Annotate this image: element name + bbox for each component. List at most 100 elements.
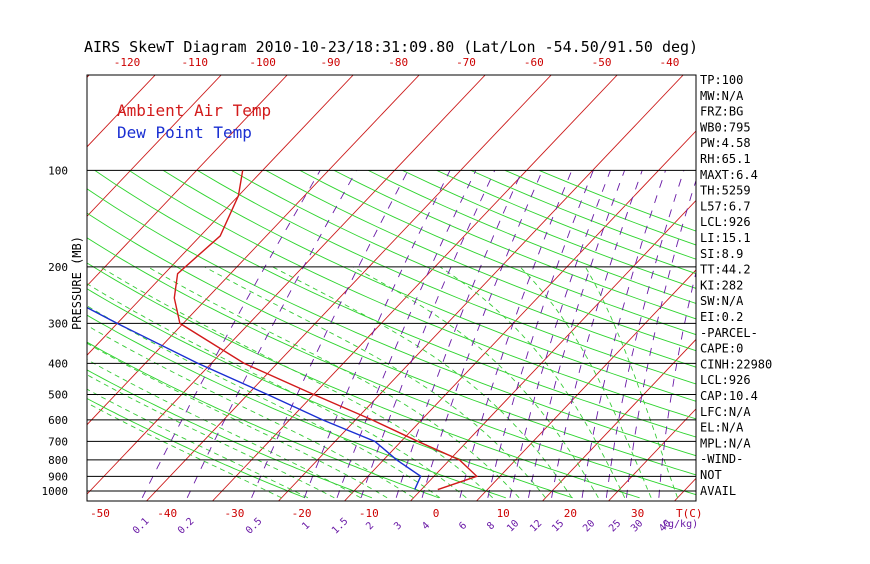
- mixing-ratio-line: [552, 170, 643, 497]
- bottom-temp-tick-label: -50: [90, 507, 110, 520]
- moist-adiabat-line: [585, 267, 677, 498]
- mixing-ratio-tick-label: 25: [607, 518, 623, 534]
- dry-adiabat-line: [471, 170, 870, 497]
- isobar-lines: [87, 170, 696, 491]
- mixing-ratio-tick-label: 1.5: [330, 516, 351, 537]
- mixing-ratio-tick-label: 6: [457, 520, 469, 532]
- index-entry: NOT: [700, 468, 722, 482]
- index-entry: TP:100: [700, 73, 743, 87]
- index-entry: AVAIL: [700, 484, 736, 498]
- mixing-ratio-line: [529, 170, 625, 497]
- dry-adiabat-line: [368, 170, 870, 497]
- pressure-tick-label: 500: [48, 389, 68, 402]
- pressure-tick-label: 1000: [42, 485, 69, 498]
- isotherm-line: [213, 75, 618, 501]
- mixing-ratio-tick-label: 10: [505, 518, 521, 534]
- mixing-ratio-tick-label: 15: [550, 518, 566, 534]
- dry-adiabat-line: [403, 170, 870, 497]
- mixing-ratio-line: [582, 170, 665, 497]
- index-entry: FRZ:BG: [700, 105, 743, 119]
- top-temp-tick-label: -40: [659, 56, 679, 69]
- mixing-ratio-tick-label: 0.1: [131, 516, 152, 537]
- pressure-tick-label: 400: [48, 357, 68, 370]
- top-temp-tick-label: -110: [182, 56, 209, 69]
- dry-adiabat-line: [300, 170, 870, 497]
- index-entry: LCL:926: [700, 215, 751, 229]
- top-temp-tick-label: -60: [524, 56, 544, 69]
- index-entry: LCL:926: [700, 373, 751, 387]
- mixing-ratio-tick-label: 0.2: [176, 516, 197, 537]
- isotherm-line: [345, 75, 750, 501]
- dry-adiabat-line: [163, 170, 870, 497]
- index-entry: CAP:10.4: [700, 389, 758, 403]
- pressure-tick-label: 800: [48, 454, 68, 467]
- dry-adiabat-line: [0, 170, 640, 497]
- mixing-ratio-unit-label: (g/kg): [662, 519, 698, 530]
- mixing-ratio-line: [422, 170, 542, 497]
- bottom-temp-tick-label: 30: [631, 507, 644, 520]
- dry-adiabat-line: [0, 170, 305, 497]
- moist-adiabat-lines: [0, 267, 677, 498]
- index-entry: SI:8.9: [700, 247, 743, 261]
- bottom-temp-tick-label: 20: [564, 507, 577, 520]
- bottom-temp-tick-label: -20: [292, 507, 312, 520]
- pressure-tick-label: 300: [48, 317, 68, 330]
- top-temp-tick-label: -120: [114, 56, 141, 69]
- pressure-tick-label: 900: [48, 470, 68, 483]
- index-entry: CAPE:0: [700, 342, 743, 356]
- top-temp-tick-label: -70: [456, 56, 476, 69]
- mixing-ratio-line: [460, 170, 572, 497]
- mixing-ratio-tick-label: 3: [392, 520, 404, 532]
- index-entry: MAXT:6.4: [700, 168, 758, 182]
- pressure-tick-label: 600: [48, 414, 68, 427]
- index-entry: PW:4.58: [700, 136, 751, 150]
- pressure-tick-label: 100: [48, 164, 68, 177]
- index-entry: KI:282: [700, 278, 743, 292]
- moist-adiabat-line: [60, 267, 466, 498]
- dry-adiabat-line: [0, 170, 506, 497]
- index-entry: SW:N/A: [700, 294, 744, 308]
- dry-adiabat-line: [0, 170, 439, 497]
- legend-dew-point-temp: Dew Point Temp: [117, 123, 252, 142]
- isotherm-line: [279, 75, 684, 501]
- bottom-temp-tick-label: 0: [433, 507, 440, 520]
- bottom-temp-tick-label: -30: [224, 507, 244, 520]
- mixing-ratio-tick-label: 4: [420, 520, 432, 532]
- isotherm-line: [741, 75, 870, 501]
- dry-adiabat-line: [0, 170, 372, 497]
- index-entry: CINH:22980: [700, 357, 772, 371]
- pressure-tick-label: 200: [48, 261, 68, 274]
- isotherm-line: [0, 75, 23, 501]
- index-entry: LFC:N/A: [700, 405, 751, 419]
- index-entry: TT:44.2: [700, 263, 751, 277]
- index-entry: -PARCEL-: [700, 326, 758, 340]
- mixing-ratio-tick-label: 12: [528, 518, 544, 534]
- index-entry: MPL:N/A: [700, 436, 751, 450]
- isotherm-line: [807, 75, 870, 501]
- isotherm-line: [411, 75, 816, 501]
- mixing-ratio-line: [304, 170, 450, 497]
- bottom-temp-tick-label: -10: [359, 507, 379, 520]
- mixing-ratio-tick-label: 2: [364, 520, 376, 532]
- legend: Ambient Air Temp Dew Point Temp: [117, 101, 271, 142]
- mixing-ratio-line: [187, 170, 356, 497]
- stability-indices-panel: TP:100MW:N/AFRZ:BGWB0:795PW:4.58RH:65.1M…: [700, 73, 772, 498]
- index-entry: MW:N/A: [700, 89, 744, 103]
- dry-adiabat-line: [197, 170, 870, 497]
- index-entry: EI:0.2: [700, 310, 743, 324]
- bottom-temp-tick-label: 10: [497, 507, 510, 520]
- dry-adiabat-line: [0, 170, 707, 497]
- dry-adiabat-line: [129, 170, 870, 497]
- top-temp-tick-label: -80: [388, 56, 408, 69]
- dry-adiabat-line: [505, 170, 870, 497]
- mixing-ratio-tick-label: 20: [581, 518, 597, 534]
- y-axis-label: PRESSURE (MB): [70, 236, 84, 330]
- isotherm-line: [477, 75, 870, 501]
- top-temp-tick-label: -50: [592, 56, 612, 69]
- moist-adiabat-line: [353, 267, 598, 498]
- chart-title: AIRS SkewT Diagram 2010-10-23/18:31:09.8…: [84, 38, 698, 56]
- mixing-ratio-line: [252, 170, 409, 497]
- pressure-tick-label: 700: [48, 435, 68, 448]
- top-temp-tick-label: -90: [320, 56, 340, 69]
